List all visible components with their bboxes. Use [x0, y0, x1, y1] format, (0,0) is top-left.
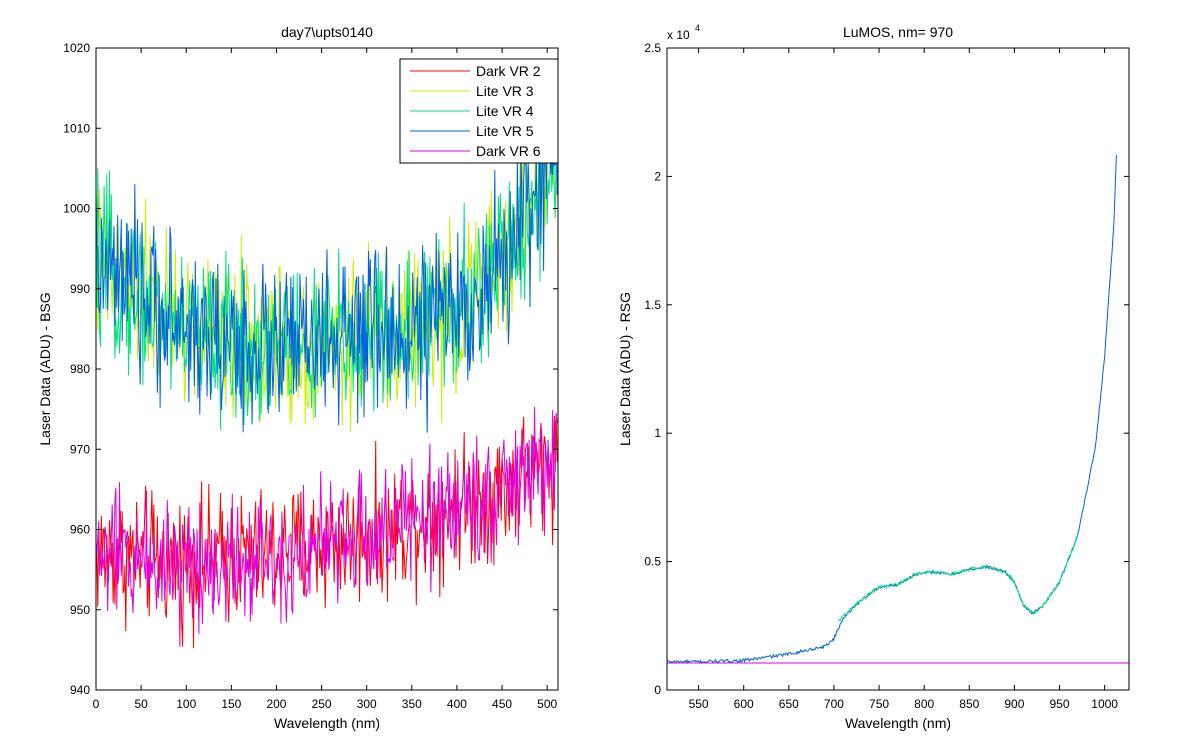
right-y-tick-label: 1.5: [644, 298, 661, 312]
right-x-tick-label: 750: [869, 697, 889, 711]
right-series-line: [667, 154, 1117, 665]
left-x-tick-label: 450: [492, 697, 512, 711]
left-y-tick-label: 1000: [63, 202, 90, 216]
left-plot-ticks: 0 50 100 150 200 250 300 350 400 450 500 940 950 960 9…: [63, 41, 558, 711]
left-plot: day7\upts0140 0 50 100 150 200 250 300 350 400 45…: [37, 24, 559, 731]
right-y-tick-label: 0: [654, 683, 661, 697]
left-x-axis-label: Wavelength (nm): [274, 715, 380, 731]
right-x-axis-label: Wavelength (nm): [845, 715, 951, 731]
right-y-scale-exponent: 4: [695, 23, 700, 33]
legend-label: Lite VR 3: [476, 83, 534, 99]
left-y-axis-label: Laser Data (ADU) - BSG: [37, 292, 53, 445]
right-x-tick-label: 800: [914, 697, 934, 711]
right-x-tick-label: 950: [1050, 697, 1070, 711]
right-series-line: [838, 535, 1079, 622]
left-x-tick-label: 200: [266, 697, 286, 711]
left-y-tick-label: 980: [70, 362, 90, 376]
legend-label: Lite VR 4: [476, 103, 534, 119]
left-x-tick-label: 150: [221, 697, 241, 711]
right-plot-ticks: 550 600 650 700 750 800 850 900 950 1000 0 0.5 1 1.5 2…: [644, 41, 1129, 711]
right-plot: LuMOS, nm= 970 550 600 650 700 750 800 850 900 9…: [617, 23, 1130, 731]
left-x-tick-label: 500: [537, 697, 557, 711]
right-plot-frame: [666, 47, 1130, 691]
right-y-tick-label: 1: [654, 426, 661, 440]
right-plot-lines: [667, 154, 1129, 665]
legend-label: Lite VR 5: [476, 123, 534, 139]
left-x-tick-label: 350: [402, 697, 422, 711]
right-y-tick-label: 0.5: [644, 555, 661, 569]
right-y-axis-label: Laser Data (ADU) - RSG: [617, 292, 633, 446]
left-y-tick-label: 1020: [63, 41, 90, 55]
left-y-tick-label: 950: [70, 603, 90, 617]
left-x-tick-label: 50: [134, 697, 148, 711]
left-series-line: [96, 72, 558, 433]
left-x-tick-label: 0: [93, 697, 100, 711]
left-plot-lines: [96, 72, 558, 648]
right-y-tick-label: 2: [654, 169, 661, 183]
right-x-tick-label: 600: [734, 697, 754, 711]
right-x-tick-label: 700: [824, 697, 844, 711]
left-y-tick-label: 940: [70, 683, 90, 697]
right-x-tick-label: 1000: [1091, 697, 1118, 711]
left-legend: Dark VR 2 Lite VR 3 Lite VR 4 Lite VR 5 Dark…: [399, 58, 559, 164]
left-x-tick-label: 100: [176, 697, 196, 711]
left-series-line: [96, 106, 558, 430]
right-y-scale-base: x 10: [667, 28, 690, 42]
left-x-tick-label: 250: [312, 697, 332, 711]
left-x-tick-label: 300: [357, 697, 377, 711]
legend-label: Dark VR 6: [476, 143, 541, 159]
left-y-tick-label: 960: [70, 523, 90, 537]
left-plot-title: day7\upts0140: [281, 24, 373, 40]
right-x-tick-label: 900: [1004, 697, 1024, 711]
left-x-tick-label: 400: [447, 697, 467, 711]
right-x-tick-label: 650: [779, 697, 799, 711]
right-x-tick-label: 550: [689, 697, 709, 711]
left-y-tick-label: 1010: [63, 121, 90, 135]
left-series-line: [96, 407, 558, 647]
right-plot-title: LuMOS, nm= 970: [843, 24, 953, 40]
legend-label: Dark VR 2: [476, 63, 541, 79]
right-x-tick-label: 850: [959, 697, 979, 711]
right-y-tick-label: 2.5: [644, 41, 661, 55]
right-y-scale-factor: x 10 4: [667, 23, 700, 42]
left-y-tick-label: 970: [70, 442, 90, 456]
left-y-tick-label: 990: [70, 282, 90, 296]
